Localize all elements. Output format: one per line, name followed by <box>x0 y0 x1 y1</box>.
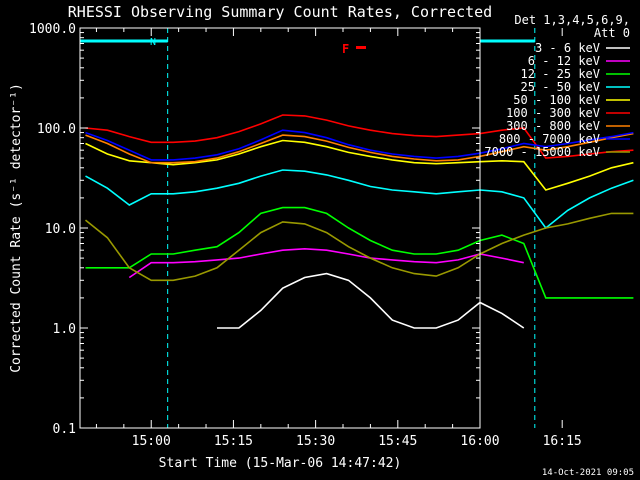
x-tick-label: 15:45 <box>378 434 417 449</box>
timestamp: 14-Oct-2021 09:05 <box>542 468 634 478</box>
series-line-1 <box>128 247 524 279</box>
legend-label-2: 12 - 25 keV <box>521 67 600 81</box>
series-line-6 <box>85 132 634 164</box>
legend-label-8: 7000 - 15000 keV <box>484 145 600 159</box>
legend-label-5: 100 - 300 keV <box>506 106 600 120</box>
y-tick-label: 1.0 <box>53 322 76 337</box>
series-line-2 <box>85 206 634 299</box>
legend-label-4: 50 - 100 keV <box>513 93 600 107</box>
y-tick-label: 0.1 <box>53 422 76 437</box>
flag-f-label: F <box>342 42 349 56</box>
series-line-3 <box>85 169 634 230</box>
x-axis-label: Start Time (15-Mar-06 14:47:42) <box>159 456 402 471</box>
y-axis-label: Corrected Count Rate (s⁻¹ detector⁻¹) <box>9 83 24 373</box>
series-line-0 <box>217 272 525 329</box>
legend-header-line-1: Det 1,3,4,5,6,9, <box>514 13 630 27</box>
legend-header-line-2: Att 0 <box>594 26 630 40</box>
x-tick-label: 15:15 <box>214 434 253 449</box>
series-line-4 <box>85 139 634 191</box>
legend-label-3: 25 - 50 keV <box>521 80 600 94</box>
x-tick-label: 15:30 <box>296 434 335 449</box>
axes: 0.1 1.0 10.0 100.0 1000.0 15:00 15:15 15:30 15:4… <box>29 22 582 449</box>
series-line-5 <box>85 114 634 159</box>
series-layer <box>84 114 634 329</box>
y-tick-label: 1000.0 <box>29 22 76 37</box>
x-tick-label: 15:00 <box>132 434 171 449</box>
x-tick-label: 16:00 <box>460 434 499 449</box>
legend-label-1: 6 - 12 keV <box>528 54 600 68</box>
x-tick-label: 16:15 <box>543 434 582 449</box>
plot-frame <box>79 27 481 429</box>
legend-label-6: 300 - 800 keV <box>506 119 600 133</box>
series-line-7 <box>85 129 634 161</box>
chart-title: RHESSI Observing Summary Count Rates, Co… <box>68 3 492 21</box>
flag-n-label: N <box>150 37 156 48</box>
flag-f-marker <box>356 46 366 49</box>
series-line-8 <box>84 212 634 282</box>
y-tick-label: 10.0 <box>45 222 76 237</box>
y-tick-label: 100.0 <box>37 122 76 137</box>
legend-label-0: 3 - 6 keV <box>535 41 600 55</box>
legend-label-7: 800 - 7000 keV <box>499 132 600 146</box>
